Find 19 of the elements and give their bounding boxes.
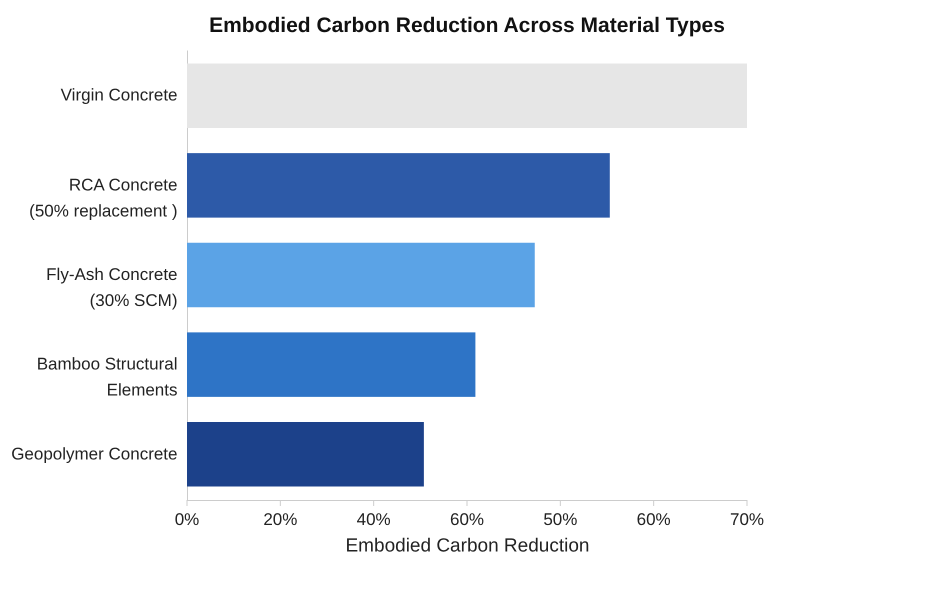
y-tick-label: Virgin Concrete <box>60 86 178 105</box>
bar <box>187 63 747 128</box>
text: 20% <box>263 510 298 529</box>
chart-title: Embodied Carbon Reduction Across Material Types <box>209 14 725 37</box>
text: 50% <box>543 510 578 529</box>
bar <box>187 242 535 308</box>
y-tick-label: Bamboo Structural Elements <box>36 354 178 400</box>
y-tick-label: RCA Concrete (50% replacement ) <box>29 175 178 220</box>
text: 70% <box>730 510 764 529</box>
text: 0% <box>174 510 200 529</box>
bar <box>187 422 424 487</box>
text: 40% <box>356 510 391 529</box>
text: 60% <box>636 510 671 529</box>
bar <box>187 332 476 397</box>
bar <box>187 153 610 218</box>
y-tick-label: Fly-Ash Concrete (30% SCM) <box>46 265 178 310</box>
x-axis-title: Embodied Carbon Reduction <box>346 536 590 556</box>
text: 60% <box>450 510 484 529</box>
y-tick-label: Geopolymer Concrete <box>11 444 178 464</box>
